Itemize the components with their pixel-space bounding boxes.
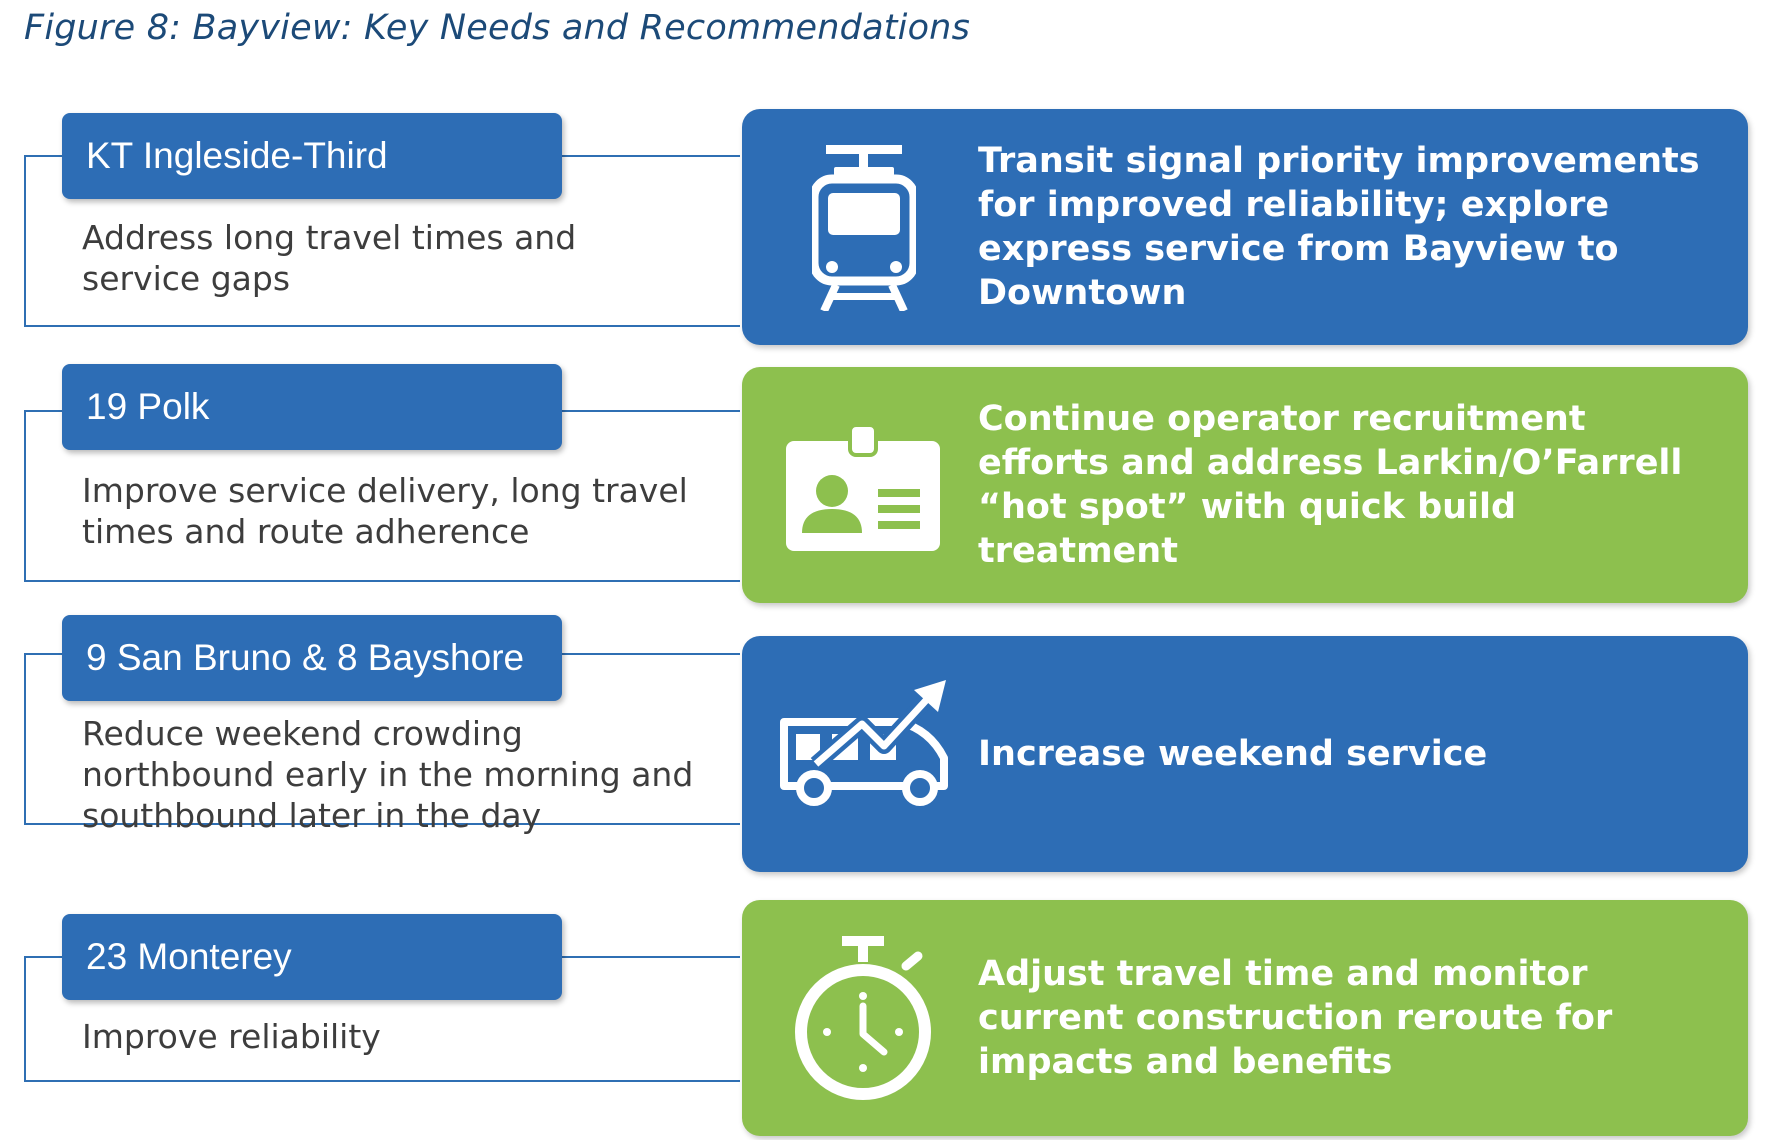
row-9-san-bruno-8-bayshore: 9 San Bruno & 8 Bayshore Reduce weekend … xyxy=(0,615,1768,876)
bracket-line xyxy=(24,956,740,1082)
recommendation-text: Adjust travel time and monitor current c… xyxy=(978,954,1613,1082)
recommendation-card: Transit signal priority improvements for… xyxy=(742,109,1748,345)
bracket-line xyxy=(24,155,740,327)
row-kt-ingleside-third: KT Ingleside-Third Address long travel t… xyxy=(0,109,1768,349)
bracket-line xyxy=(560,956,740,958)
bracket-line xyxy=(24,410,64,412)
route-label: 23 Monterey xyxy=(62,914,562,1000)
light-rail-train-icon xyxy=(812,145,916,311)
stopwatch-icon xyxy=(795,936,931,1100)
need-text: Address long travel times and service ga… xyxy=(82,218,577,298)
row-23-monterey: 23 Monterey Improve reliability Adjust t… xyxy=(0,900,1768,1140)
bracket-line xyxy=(24,653,64,655)
figure-title: Figure 8: Bayview: Key Needs and Recomme… xyxy=(24,8,971,48)
bracket-line xyxy=(24,653,740,825)
recommendation-card: Increase weekend service xyxy=(742,636,1748,872)
recommendation-text: Transit signal priority improvements for… xyxy=(978,141,1700,313)
bus-trend-up-icon xyxy=(780,680,948,806)
recommendation-text: Continue operator recruitment efforts an… xyxy=(978,399,1683,571)
bracket-line xyxy=(24,155,64,157)
route-label: 9 San Bruno & 8 Bayshore xyxy=(62,615,562,701)
recommendation-card: Continue operator recruitment efforts an… xyxy=(742,367,1748,603)
need-text: Reduce weekend crowding northbound early… xyxy=(82,714,694,835)
route-label: 19 Polk xyxy=(62,364,562,450)
recommendation-card: Adjust travel time and monitor current c… xyxy=(742,900,1748,1136)
bracket-line xyxy=(560,653,740,655)
id-badge-icon xyxy=(786,425,940,551)
bracket-line xyxy=(24,410,740,582)
route-label: KT Ingleside-Third xyxy=(62,113,562,199)
row-19-polk: 19 Polk Improve service delivery, long t… xyxy=(0,364,1768,610)
need-text: Improve reliability xyxy=(82,1017,381,1056)
need-text: Improve service delivery, long travel ti… xyxy=(82,471,688,551)
bracket-line xyxy=(560,410,740,412)
bracket-line xyxy=(24,956,64,958)
recommendation-text: Increase weekend service xyxy=(978,734,1488,774)
bracket-line xyxy=(560,155,740,157)
